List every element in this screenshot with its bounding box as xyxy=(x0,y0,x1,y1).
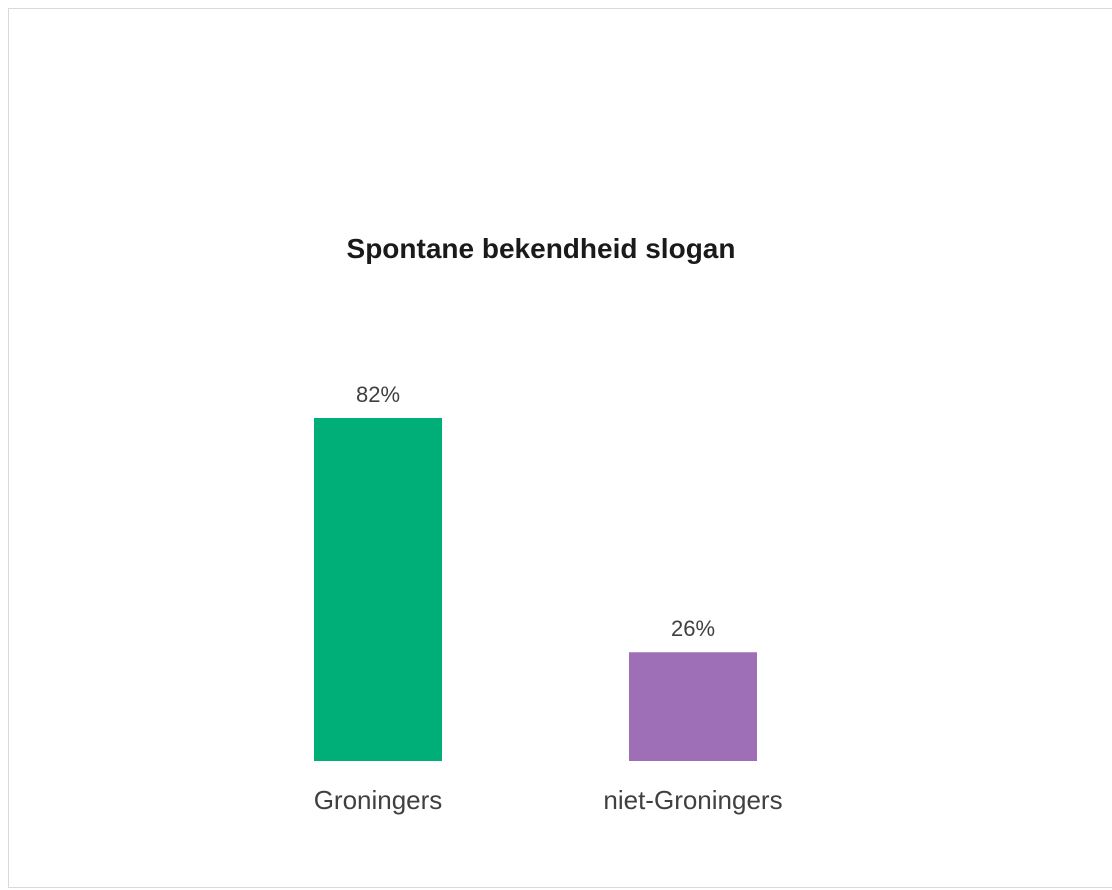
category-label: Groningers xyxy=(314,785,443,815)
data-label: 82% xyxy=(356,382,400,407)
bars-group xyxy=(314,418,757,761)
data-label: 26% xyxy=(671,616,715,641)
chart-frame xyxy=(8,8,1112,888)
value-labels-group: 82% 26% xyxy=(356,382,715,641)
category-label: niet-Groningers xyxy=(603,785,782,815)
chart-title: Spontane bekendheid slogan xyxy=(347,233,736,264)
bar-niet-groningers xyxy=(629,652,757,761)
bar-groningers xyxy=(314,418,442,761)
category-labels-group: Groningers niet-Groningers xyxy=(314,785,783,815)
